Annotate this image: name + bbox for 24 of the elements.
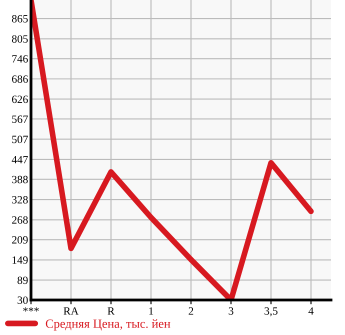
y-tick-label: 507	[12, 136, 28, 144]
y-tick-label: 805	[12, 35, 28, 43]
x-tick-label: R	[108, 307, 115, 315]
y-tick-label: 388	[12, 176, 28, 184]
y-tick-label: 328	[12, 196, 28, 204]
y-tick-label: 89	[18, 276, 28, 284]
x-tick-label: 1	[149, 307, 154, 315]
y-tick-label: 567	[12, 115, 28, 123]
y-tick-label: 268	[12, 216, 28, 224]
y-tick-label: 686	[12, 75, 28, 83]
x-tick-label: 3,5	[264, 307, 278, 316]
legend-label: Средняя Цена, тыс. йен	[46, 319, 170, 330]
y-tick-label: 626	[12, 96, 28, 104]
y-tick-label: 865	[12, 15, 28, 23]
x-tick-label: ***	[23, 307, 39, 312]
y-tick-label: 746	[12, 55, 28, 63]
y-tick-label: 149	[12, 256, 28, 264]
y-tick-label: 209	[12, 236, 28, 244]
y-tick-label: 30	[18, 296, 28, 304]
x-tick-label: 2	[188, 307, 194, 315]
y-tick-label: 447	[12, 156, 28, 164]
x-tick-label: 3	[228, 307, 234, 315]
x-tick-label: 4	[308, 307, 314, 315]
x-tick-label: RA	[64, 307, 79, 315]
